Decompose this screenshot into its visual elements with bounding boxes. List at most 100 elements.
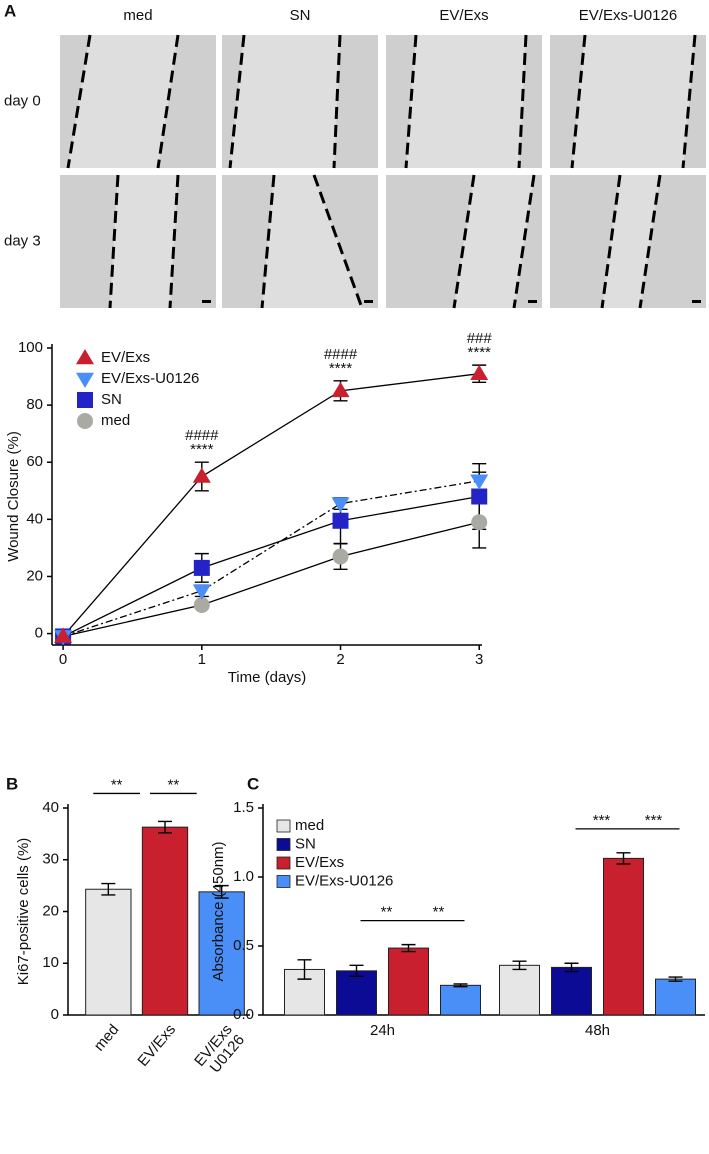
- y-tick-label: 40: [42, 799, 59, 816]
- error-bar: [349, 964, 364, 978]
- wound-edge: [332, 34, 342, 169]
- scale-bar: [202, 300, 211, 303]
- legend-label: med: [295, 817, 324, 834]
- wound-edge: [260, 174, 276, 309]
- significance: **: [433, 904, 445, 921]
- legend-label: EV/Exs-U0126: [101, 370, 199, 387]
- error-bar: [616, 852, 631, 865]
- x-tick-label: EV/Exs: [134, 1021, 179, 1070]
- marker: [54, 627, 73, 643]
- legend-marker: [76, 349, 94, 365]
- wound-area: [572, 35, 695, 168]
- wound-area: [110, 175, 178, 308]
- y-tick-label: 1.5: [233, 799, 254, 816]
- x-tick-label: med: [91, 1021, 123, 1054]
- marker: [193, 559, 210, 576]
- x-tick-label: 1: [198, 651, 206, 668]
- wound-edge: [312, 174, 364, 309]
- error-bar: [401, 943, 416, 953]
- significance: ***: [645, 812, 663, 829]
- marker: [471, 488, 488, 505]
- series-line: [62, 373, 480, 637]
- y-tick-label: 100: [18, 339, 43, 356]
- legend-marker: [76, 372, 94, 388]
- row-label: day 0: [4, 92, 41, 109]
- legend-marker: [77, 413, 93, 429]
- bar: [388, 947, 429, 1016]
- wound-edge: [66, 34, 92, 169]
- marker: [470, 474, 489, 490]
- marker: [332, 512, 349, 529]
- wound-edge: [156, 34, 180, 169]
- wound-edge: [452, 174, 476, 309]
- column-label: EV/Exs-U0126: [579, 7, 677, 24]
- significance: **: [111, 776, 123, 793]
- wound-area: [262, 175, 362, 308]
- x-tick-label: 48h: [585, 1022, 610, 1039]
- error-bar: [512, 960, 527, 971]
- panel-label: C: [247, 774, 259, 793]
- bar: [499, 964, 540, 1016]
- series-line: [62, 495, 480, 638]
- bar: [85, 888, 132, 1016]
- marker: [331, 497, 350, 513]
- wound-edge: [168, 174, 180, 309]
- y-tick-label: 0.5: [233, 937, 254, 954]
- legend-swatch: [276, 838, 291, 851]
- y-tick-label: 0: [51, 1006, 59, 1023]
- y-tick-label: 80: [26, 396, 43, 413]
- y-tick-label: 60: [26, 453, 43, 470]
- legend-label: SN: [101, 391, 122, 408]
- y-tick-label: 20: [26, 567, 43, 584]
- bar: [603, 857, 644, 1016]
- series-line: [62, 480, 480, 638]
- bar: [336, 970, 377, 1016]
- wound-edge: [681, 34, 697, 169]
- wound-edge: [638, 174, 662, 309]
- wound-area: [230, 35, 340, 168]
- bar: [440, 984, 481, 1016]
- x-tick-label: 24h: [370, 1022, 395, 1039]
- y-tick-label: 30: [42, 851, 59, 868]
- significance: ****: [329, 360, 353, 377]
- wound-area: [406, 35, 526, 168]
- scale-bar: [364, 300, 373, 303]
- legend-label: EV/Exs-U0126: [295, 872, 393, 889]
- error-bar: [668, 976, 683, 982]
- wound-area: [454, 175, 534, 308]
- significance: **: [381, 904, 393, 921]
- y-axis-title: Ki67-positive cells (%): [15, 838, 32, 986]
- wound-edge: [570, 34, 587, 169]
- panel-label: A: [4, 1, 16, 20]
- column-label: EV/Exs: [439, 7, 488, 24]
- legend-swatch: [276, 819, 291, 833]
- scale-bar: [692, 300, 701, 303]
- wound-area: [602, 175, 660, 308]
- x-tick-label: 0: [59, 651, 67, 668]
- y-tick-label: 20: [42, 902, 59, 919]
- error-bar: [158, 820, 172, 834]
- legend-swatch: [276, 875, 291, 888]
- wound-edge: [228, 34, 246, 169]
- legend-swatch: [276, 856, 291, 870]
- x-axis-title: Time (days): [228, 669, 307, 686]
- bar: [141, 826, 189, 1016]
- x-tick-label: 2: [336, 651, 344, 668]
- row-label: day 3: [4, 232, 41, 249]
- bar: [551, 966, 592, 1016]
- marker: [331, 381, 350, 398]
- error-bar: [214, 884, 229, 899]
- legend-label: med: [101, 412, 130, 429]
- wound-edge: [600, 174, 622, 309]
- significance: ***: [593, 812, 611, 829]
- y-axis-title: Absorbance (450nm): [210, 841, 227, 981]
- wound-edge: [512, 174, 536, 309]
- legend-marker: [77, 392, 93, 408]
- y-tick-label: 0: [35, 625, 43, 642]
- wound-area: [68, 35, 178, 168]
- legend-label: SN: [295, 835, 316, 852]
- significance: ####: [185, 427, 219, 444]
- wound-edge: [404, 34, 418, 169]
- y-tick-label: 0.0: [233, 1006, 254, 1023]
